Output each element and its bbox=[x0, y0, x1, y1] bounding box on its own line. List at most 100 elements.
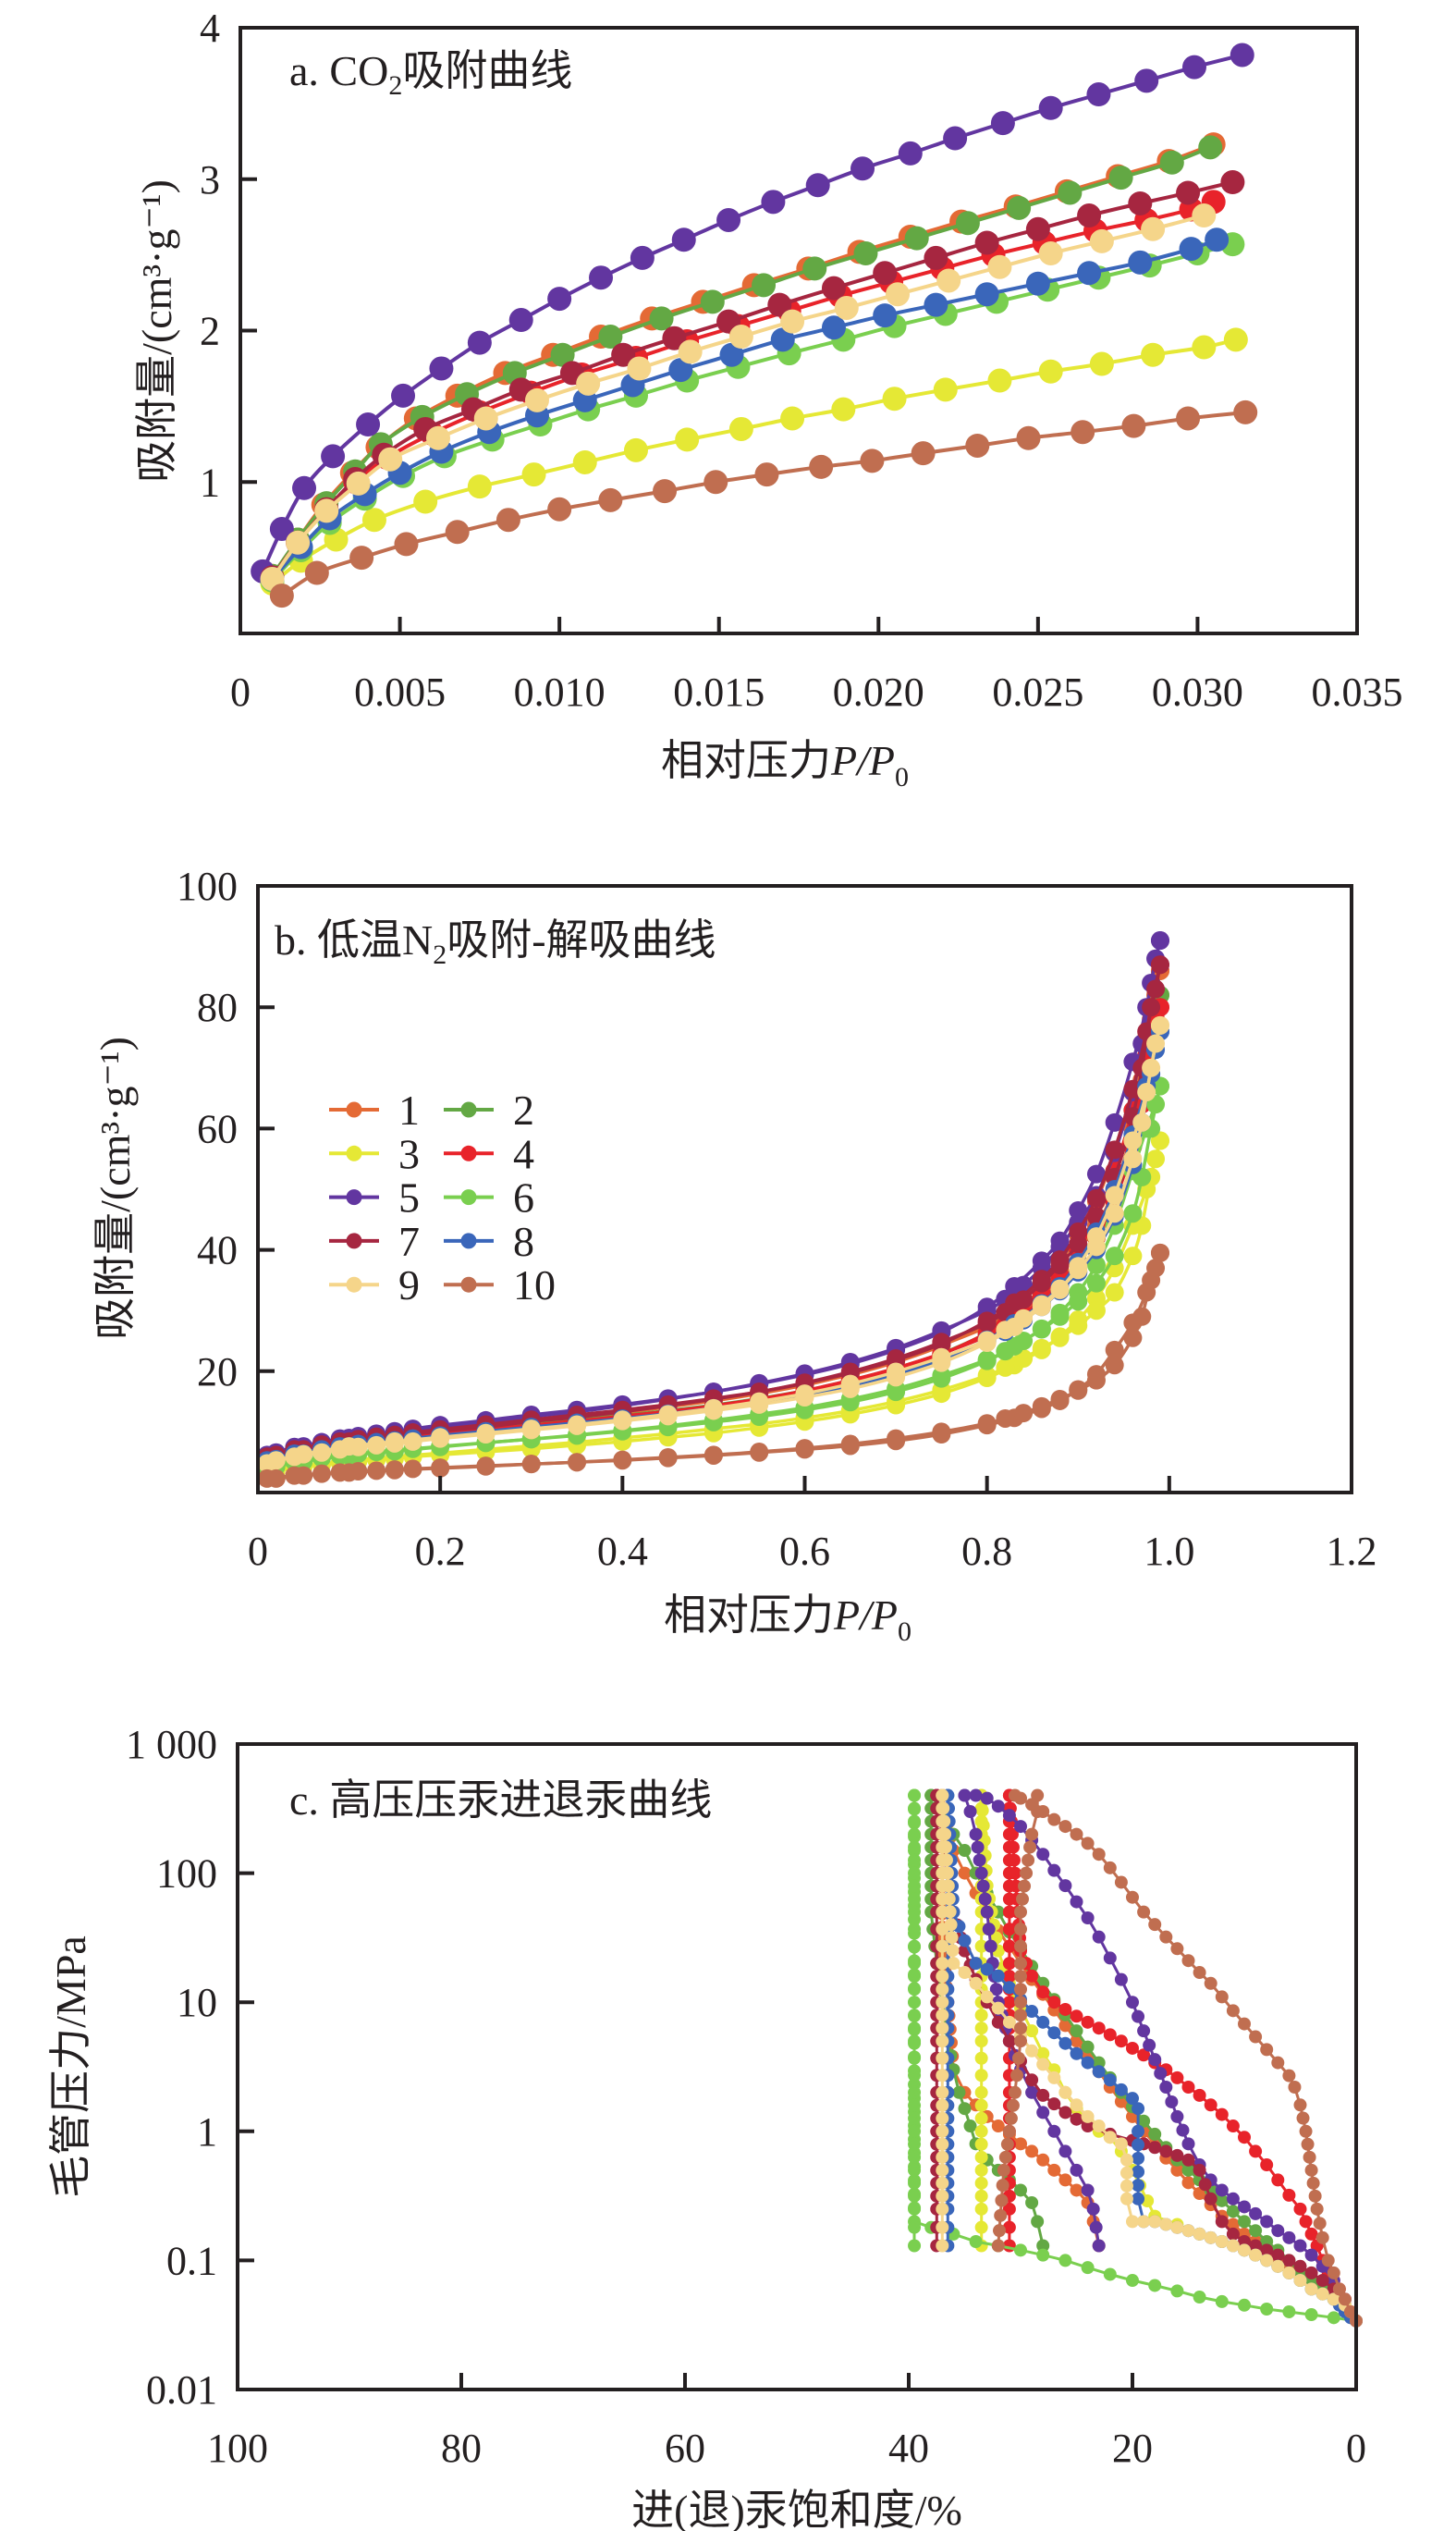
chart-c-intrusion-point bbox=[1159, 2144, 1173, 2158]
chart-c-extrusion-point bbox=[908, 1983, 922, 1997]
chart-c-intrusion-point bbox=[991, 2015, 1005, 2029]
chart-b-desorption-point bbox=[385, 1431, 404, 1451]
chart-a-data-point bbox=[304, 560, 329, 585]
chart-c-extrusion-point bbox=[984, 1939, 997, 1953]
chart-c-extrusion-point bbox=[936, 1905, 949, 1919]
chart-c-intrusion-point bbox=[1092, 1930, 1106, 1944]
chart-b-desorption-point bbox=[1150, 1243, 1169, 1262]
chart-c-extrusion-point bbox=[1002, 1905, 1016, 1919]
chart-c-extrusion-point bbox=[1070, 2183, 1083, 2197]
chart-b-legend-item-10: 10 bbox=[444, 1261, 556, 1309]
chart-c-intrusion-point bbox=[1260, 2215, 1274, 2229]
chart-c-ytick-label: 1 bbox=[197, 2109, 217, 2155]
chart-c-extrusion-point bbox=[1016, 1892, 1030, 1906]
chart-c-extrusion-point bbox=[1008, 2085, 1022, 2099]
chart-b-adsorption-point bbox=[1146, 1149, 1166, 1169]
chart-c-intrusion-point bbox=[946, 1944, 960, 1958]
chart-c-intrusion-point bbox=[1170, 2163, 1184, 2177]
chart-c-intrusion-point bbox=[1081, 2109, 1095, 2123]
chart-a-data-point bbox=[761, 190, 786, 215]
chart-c-extrusion-point bbox=[974, 2111, 988, 2125]
chart-c-intrusion-point bbox=[1193, 2291, 1206, 2304]
chart-a-xtick-label: 0.035 bbox=[1312, 670, 1403, 715]
chart-b-adsorption-point bbox=[1086, 1188, 1106, 1208]
chart-c-intrusion-point bbox=[1315, 2274, 1329, 2288]
chart-c-extrusion-point bbox=[908, 2137, 922, 2151]
chart-c-extrusion-point bbox=[1020, 1866, 1034, 1880]
chart-c-intrusion-point bbox=[1293, 2239, 1307, 2253]
chart-b-desorption-point bbox=[1032, 1295, 1051, 1314]
chart-c-extrusion-point bbox=[1036, 2106, 1050, 2119]
chart-b-adsorption-point bbox=[1086, 1164, 1106, 1184]
chart-c-extrusion-point bbox=[982, 1923, 996, 1936]
chart-c-intrusion-point bbox=[1148, 2279, 1162, 2292]
chart-a-data-point bbox=[987, 254, 1012, 279]
chart-c-xtick-label: 60 bbox=[665, 2426, 705, 2471]
chart-c-intrusion-point bbox=[1308, 2189, 1322, 2203]
chart-c-extrusion-point bbox=[936, 2176, 949, 2190]
chart-c-intrusion-point bbox=[980, 1990, 994, 2004]
chart-c-extrusion-point bbox=[1014, 1923, 1027, 1936]
chart-b-desorption-point bbox=[476, 1423, 496, 1443]
chart-c-intrusion-point bbox=[1137, 2024, 1151, 2038]
chart-c-intrusion-point bbox=[1238, 2243, 1251, 2257]
chart-b-adsorption-point bbox=[1146, 1034, 1166, 1053]
chart-a-series-line bbox=[271, 238, 1217, 581]
chart-c-extrusion-point bbox=[974, 1939, 988, 1953]
chart-a-title: a. CO2吸附曲线 bbox=[289, 47, 572, 101]
chart-c-intrusion-point bbox=[1132, 2138, 1145, 2152]
chart-b-desorption-point bbox=[977, 1350, 997, 1370]
chart-a-data-point bbox=[1134, 68, 1159, 93]
chart-b-desorption-point bbox=[1050, 1328, 1070, 1347]
chart-a-data-point bbox=[860, 448, 885, 473]
chart-b-adsorption-point bbox=[1146, 979, 1166, 999]
chart-c-intrusion-point bbox=[1103, 1951, 1117, 1965]
chart-a-data-point bbox=[1121, 413, 1146, 438]
chart-c-extrusion-point bbox=[936, 1892, 949, 1906]
chart-c-intrusion-point bbox=[1047, 1812, 1061, 1826]
chart-b-xtick-label: 0.8 bbox=[961, 1529, 1012, 1574]
chart-a-series-9 bbox=[260, 203, 1217, 592]
chart-b-legend-label: 6 bbox=[513, 1174, 534, 1222]
chart-c-extrusion-point bbox=[1089, 2220, 1103, 2234]
chart-a-xlabel-cn: 相对压力 bbox=[661, 737, 831, 784]
chart-b-desorption-point bbox=[1142, 1271, 1161, 1290]
chart-b-desorption-point bbox=[1086, 1273, 1106, 1293]
chart-a-data-point bbox=[882, 387, 907, 412]
chart-c-intrusion-point bbox=[1132, 2124, 1145, 2138]
chart-c-ytick-label: 100 bbox=[156, 1851, 217, 1897]
chart-b-desorption-point bbox=[294, 1466, 313, 1485]
chart-c-extrusion-point bbox=[1002, 2202, 1016, 2216]
chart-a-data-point bbox=[1089, 228, 1114, 253]
chart-c-intrusion-point bbox=[1299, 2215, 1313, 2229]
chart-c-intrusion-point bbox=[1226, 2218, 1240, 2231]
chart-c-intrusion-point bbox=[1120, 2166, 1133, 2180]
chart-a-data-point bbox=[649, 306, 674, 331]
chart-b-desorption-point bbox=[1050, 1389, 1070, 1408]
chart-c-extrusion-point bbox=[1002, 1939, 1016, 1953]
chart-c-intrusion-point bbox=[1126, 2215, 1139, 2229]
chart-a-ytick-label: 2 bbox=[200, 309, 220, 354]
chart-b-desorption-point bbox=[521, 1455, 541, 1474]
chart-c-intrusion-point bbox=[1226, 2004, 1240, 2018]
chart-c-intrusion-point bbox=[969, 1957, 983, 1971]
chart-c-intrusion-point bbox=[1092, 2119, 1106, 2133]
chart-b-desorption-point bbox=[1105, 1247, 1124, 1266]
chart-c-intrusion-point bbox=[1070, 2024, 1083, 2038]
chart-c-extrusion-point bbox=[936, 1970, 949, 1984]
chart-c-intrusion-point bbox=[1282, 2188, 1296, 2202]
chart-c-intrusion-point bbox=[1081, 2119, 1095, 2133]
chart-c-intrusion-point bbox=[947, 1957, 960, 1971]
chart-a-series-10 bbox=[269, 399, 1258, 608]
chart-c-intrusion-point bbox=[1303, 2150, 1316, 2164]
chart-c-intrusion-point bbox=[1215, 2107, 1229, 2121]
chart-c-intrusion-point bbox=[1170, 2284, 1184, 2298]
chart-b-desorption-point bbox=[1105, 1283, 1124, 1302]
chart-a-data-point bbox=[809, 454, 834, 479]
chart-c-intrusion-point bbox=[1260, 2302, 1274, 2316]
chart-c-frame bbox=[236, 1742, 1358, 2391]
chart-c-ytick-label: 10 bbox=[177, 1980, 217, 2025]
chart-c-extrusion-point bbox=[908, 1840, 922, 1854]
chart-b-series-7 bbox=[257, 955, 1169, 1467]
chart-a-data-point bbox=[521, 462, 546, 487]
